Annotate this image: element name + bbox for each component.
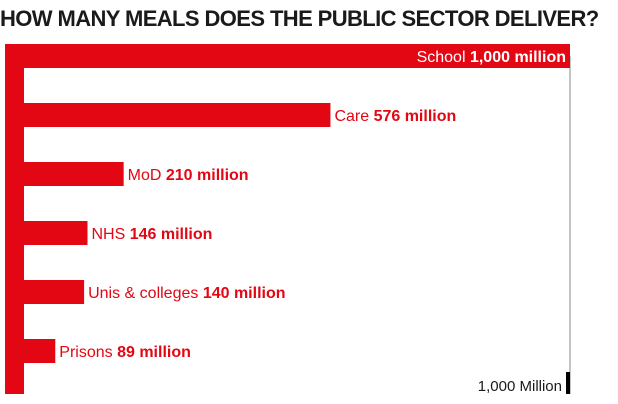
value-label: 140 million [203,285,286,302]
scale-label: 1,000 Million [478,378,562,395]
bar-prisons [5,339,56,363]
value-label: 210 million [166,167,249,184]
data-label-care: Care 576 million [334,108,456,125]
bar-care [5,103,331,127]
value-label: 146 million [130,226,213,243]
value-label: 89 million [117,344,191,361]
chart-title: HOW MANY MEALS DOES THE PUBLIC SECTOR DE… [0,6,599,31]
category-label: Unis & colleges [88,285,203,302]
chart-spine [5,44,24,394]
category-label: MoD [128,167,166,184]
data-label-unis-colleges: Unis & colleges 140 million [88,285,285,302]
category-label: Prisons [59,344,117,361]
value-label: 576 million [374,108,457,125]
category-label: Care [334,108,373,125]
category-label: School [417,49,470,66]
category-label: NHS [91,226,129,243]
data-label-prisons: Prisons 89 million [59,344,191,361]
bar-nhs [5,221,88,245]
data-label-school: School 1,000 million [417,49,566,66]
bar-school [5,44,570,68]
bar-mod [5,162,124,186]
bar-unis-colleges [5,280,85,304]
data-label-mod: MoD 210 million [128,167,249,184]
data-label-nhs: NHS 146 million [91,226,212,243]
scale-tick [566,372,570,394]
value-label: 1,000 million [470,49,566,66]
